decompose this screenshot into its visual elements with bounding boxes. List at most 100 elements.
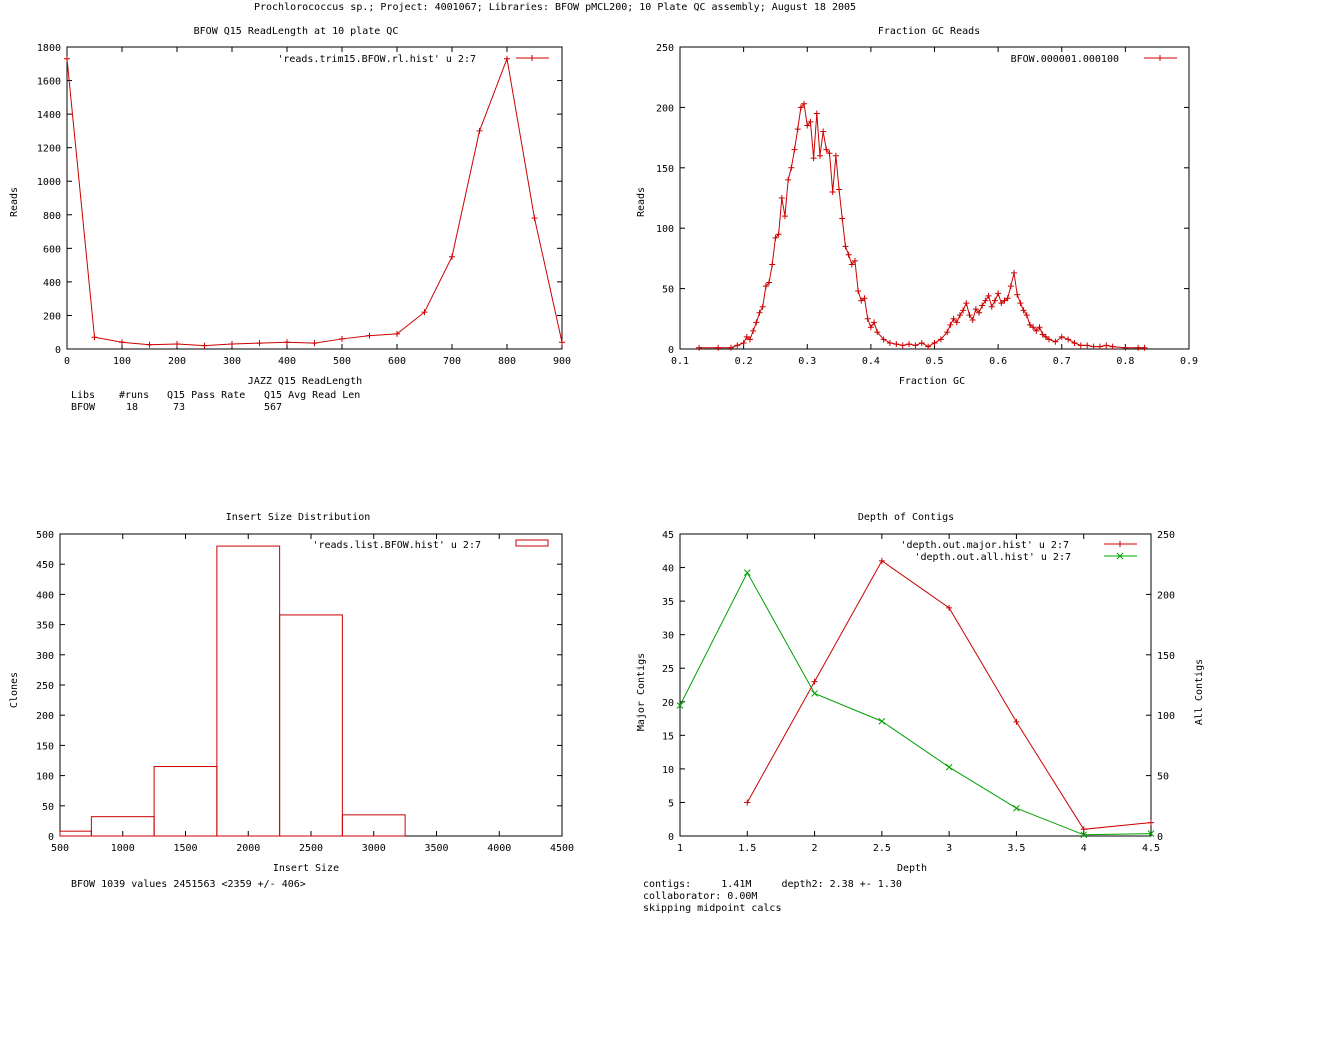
readlength-point (229, 340, 235, 347)
gc-point (931, 339, 938, 346)
insertsize-xtick-label: 500 (51, 843, 69, 854)
gc-point (1023, 312, 1030, 319)
depth-major-line (746, 560, 1152, 830)
gc-point (1014, 291, 1021, 298)
gc-point (1026, 321, 1033, 328)
gc-point (1096, 343, 1103, 350)
gc-xtick-label: 0.3 (798, 356, 816, 367)
depth-ytick-label: 20 (662, 698, 674, 709)
gc-point (753, 319, 760, 326)
readlength-ytick-label: 1200 (37, 144, 61, 155)
gc-point (1103, 342, 1110, 349)
depth-xtick-label: 3.5 (1007, 843, 1025, 854)
gc-point (979, 302, 986, 309)
depth-note-2: collaborator: 0.00M (643, 891, 757, 902)
depth-legend-major-marker (1117, 541, 1123, 547)
gc-point (762, 283, 769, 290)
readlength-point (174, 340, 180, 347)
gc-ytick-label: 200 (656, 103, 674, 114)
depth-major-point (1080, 826, 1087, 833)
gc-point (1007, 283, 1014, 290)
insertsize-ylabel: Clones (9, 672, 20, 708)
depth-all-line (679, 571, 1152, 836)
gc-point (785, 176, 792, 183)
gc-point (886, 339, 893, 346)
gc-point (1052, 338, 1059, 345)
gc-point (832, 152, 839, 159)
stats-header-libs: Libs (71, 390, 95, 401)
gc-point (991, 297, 998, 304)
stats-header-passrate: Q15 Pass Rate (167, 390, 245, 401)
readlength-xtick-label: 700 (443, 356, 461, 367)
readlength-point (91, 334, 98, 341)
gc-point (899, 342, 906, 349)
readlength-series-line (66, 56, 563, 347)
depth-ytick-label: 30 (662, 631, 674, 642)
insertsize-xtick-label: 2000 (236, 843, 260, 854)
insertsize-xlabel: Insert Size (273, 863, 339, 874)
gc-point (1030, 324, 1037, 331)
insertsize-xtick-label: 3000 (362, 843, 386, 854)
readlength-ytick-label: 1800 (37, 43, 61, 54)
depth-major-point (946, 604, 953, 611)
insertsize-legend-label: 'reads.list.BFOW.hist' u 2:7 (312, 540, 481, 551)
gc-point (995, 290, 1002, 297)
readlength-point (201, 342, 208, 349)
readlength-xtick-label: 800 (498, 356, 516, 367)
depth-major-point (878, 557, 885, 564)
insertsize-bar (216, 545, 281, 837)
insertsize-bar (341, 814, 406, 837)
readlength-point (559, 339, 565, 346)
depth-y2tick-label: 150 (1157, 651, 1175, 662)
gc-point (874, 329, 881, 336)
insertsize-stats: BFOW 1039 values 2451563 <2359 +/- 406> (71, 879, 306, 890)
insertsize-plot-frame (59, 533, 563, 837)
gc-plot-frame (679, 46, 1190, 350)
gc-point (960, 307, 967, 314)
gc-point (944, 329, 951, 336)
gc-point (842, 243, 849, 250)
gc-point (766, 279, 773, 286)
gc-point (1071, 339, 1078, 346)
stats-cell-libs: BFOW (71, 402, 96, 413)
readlength-ytick-label: 1600 (37, 77, 61, 88)
readlength-point (504, 55, 510, 62)
readlength-ytick-label: 200 (43, 311, 61, 322)
gc-point (918, 339, 925, 346)
depth-ytick-label: 10 (662, 765, 674, 776)
depth-y2tick-label: 0 (1157, 832, 1163, 843)
gc-legend-marker (1157, 55, 1163, 61)
gc-point (976, 309, 983, 316)
readlength-legend-marker (529, 55, 535, 61)
stats-header-runs: #runs (119, 390, 149, 401)
gc-point (880, 336, 887, 343)
depth-xlabel: Depth (897, 863, 927, 874)
gc-point (845, 251, 852, 258)
depth-all-point (676, 702, 684, 709)
readlength-point (256, 340, 263, 347)
gc-point (829, 188, 836, 195)
gc-point (982, 297, 989, 304)
depth-ytick-label: 25 (662, 664, 674, 675)
gc-point (937, 336, 944, 343)
gc-point (1036, 324, 1043, 331)
insertsize-ytick-label: 50 (42, 802, 54, 813)
insertsize-ytick-label: 0 (48, 832, 54, 843)
gc-point (966, 312, 973, 319)
gc-point (906, 341, 913, 348)
depth-all-point (1013, 804, 1020, 812)
insertsize-ytick-label: 400 (36, 590, 54, 601)
depth-ytick-label: 5 (668, 798, 674, 809)
gc-xtick-label: 0.7 (1053, 356, 1071, 367)
gc-legend-label: BFOW.000001.000100 (1011, 54, 1119, 65)
insertsize-ytick-label: 450 (36, 560, 54, 571)
insertsize-ytick-label: 250 (36, 681, 54, 692)
gc-xtick-label: 0.8 (1116, 356, 1134, 367)
depth-y2tick-label: 200 (1157, 590, 1175, 601)
depth-xtick-label: 4 (1081, 843, 1087, 854)
gc-point (791, 146, 798, 153)
gc-point (1042, 333, 1049, 340)
depth-xtick-label: 4.5 (1142, 843, 1160, 854)
readlength-point (394, 330, 400, 337)
gc-point (820, 128, 827, 135)
